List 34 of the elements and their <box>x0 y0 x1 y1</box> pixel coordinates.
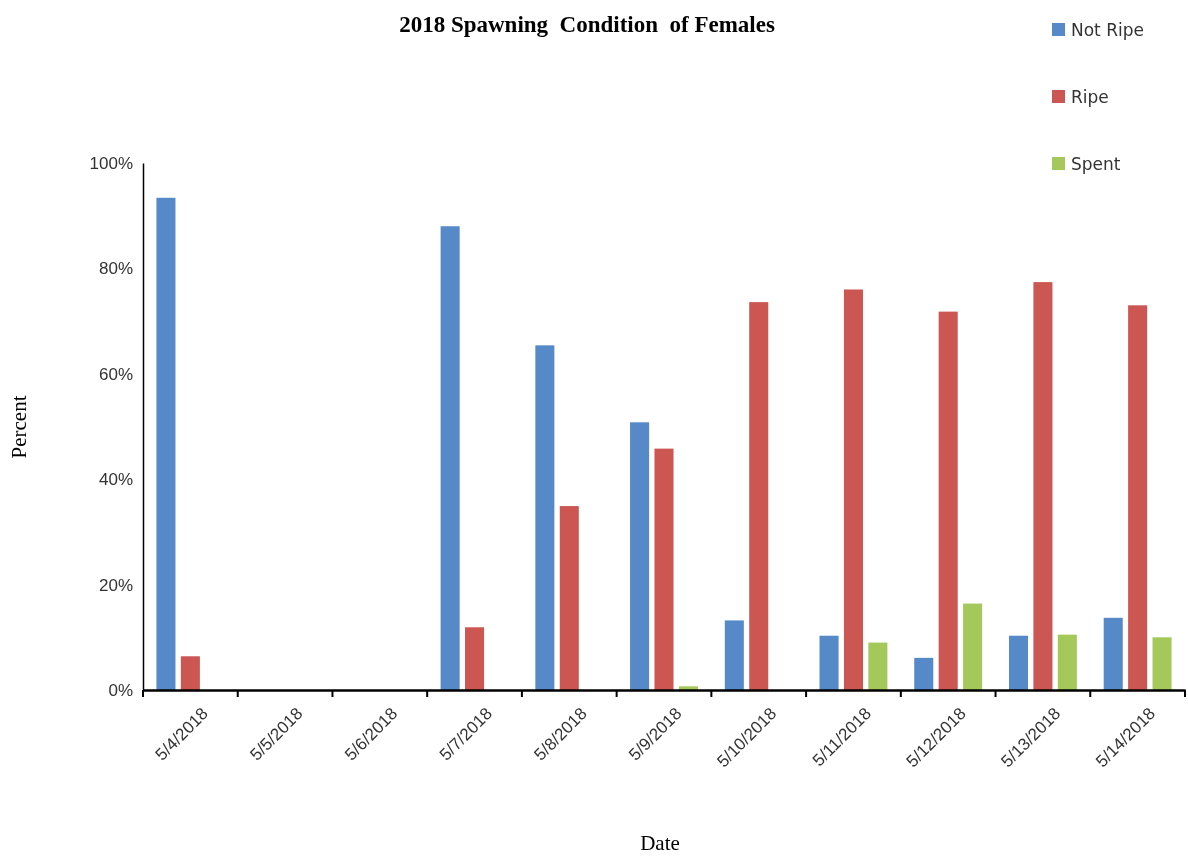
bar <box>819 635 839 690</box>
bar <box>724 620 744 690</box>
bar <box>843 289 863 690</box>
bar <box>654 448 674 690</box>
bar <box>180 656 200 690</box>
y-axis-title: Percent <box>7 395 31 459</box>
bar <box>1128 305 1148 690</box>
bar <box>868 642 888 690</box>
bar <box>1103 617 1123 690</box>
bar <box>1033 282 1053 690</box>
y-tick-label: 60% <box>98 364 133 384</box>
bar <box>749 302 769 690</box>
chart-title: 2018 Spawning Condition of Females <box>399 12 775 37</box>
legend-label: Spent <box>1071 154 1121 174</box>
bar <box>156 197 176 690</box>
bar <box>559 506 579 690</box>
y-tick-label: 0% <box>108 680 133 700</box>
x-axis-title: Date <box>640 831 680 855</box>
bar <box>1008 635 1029 690</box>
bar <box>535 345 555 690</box>
legend-label: Not Ripe <box>1071 20 1144 40</box>
bar <box>1152 637 1172 690</box>
legend-label: Ripe <box>1071 87 1109 107</box>
y-tick-label: 80% <box>98 259 133 279</box>
bar <box>938 311 958 690</box>
y-tick-label: 20% <box>98 575 133 595</box>
bar <box>465 627 485 690</box>
y-tick-label: 100% <box>89 153 133 173</box>
bar <box>1057 634 1077 690</box>
bar <box>630 422 650 690</box>
y-tick-label: 40% <box>98 470 133 490</box>
bar <box>914 657 934 690</box>
bar <box>440 226 460 690</box>
bar <box>963 603 983 690</box>
